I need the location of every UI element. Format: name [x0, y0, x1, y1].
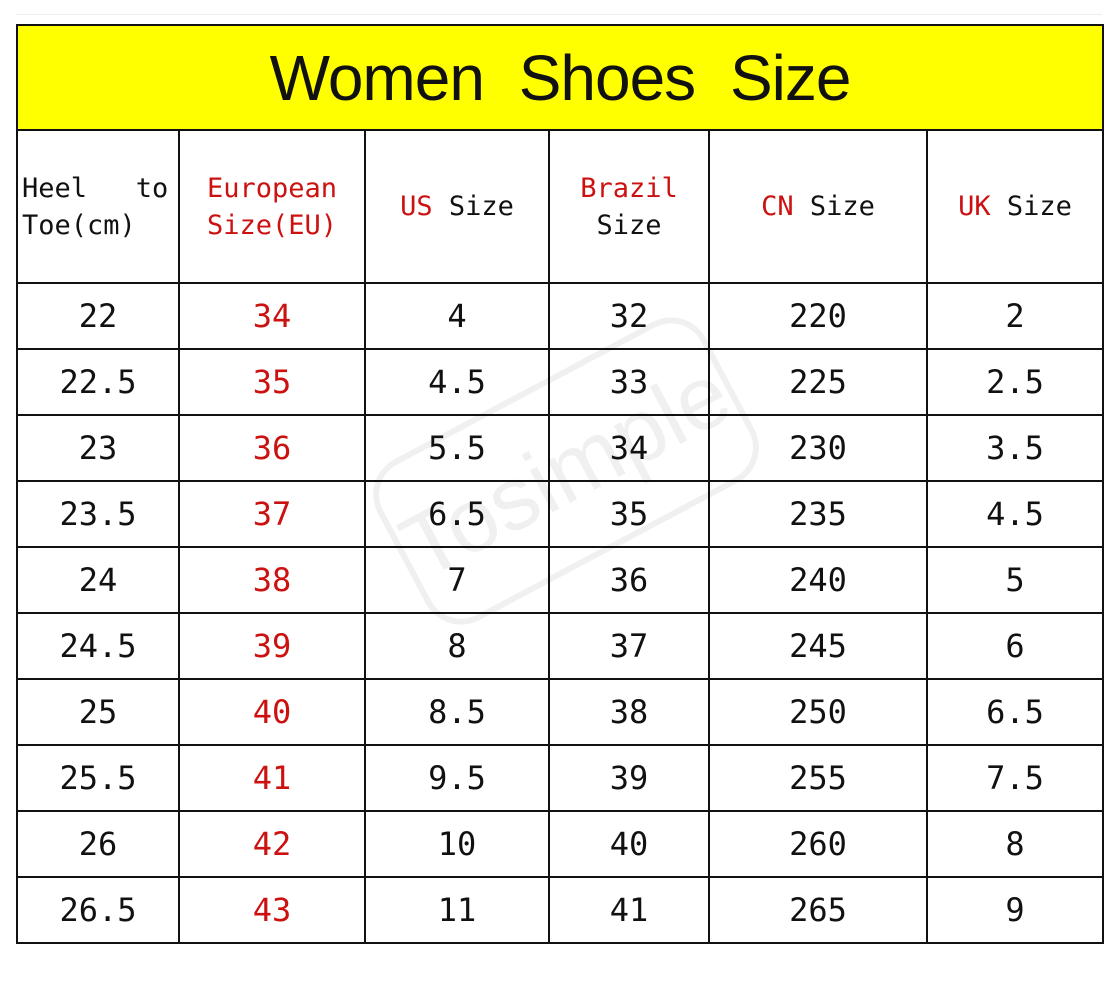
cell-us: 7 — [364, 546, 550, 614]
cell-us: 8.5 — [364, 678, 550, 746]
cell-us: 5.5 — [364, 414, 550, 482]
cell-uk: 6.5 — [926, 678, 1104, 746]
cell-uk: 3.5 — [926, 414, 1104, 482]
cell-heel-to-toe: 22 — [16, 282, 180, 350]
cell-cn: 255 — [708, 744, 928, 812]
sheet-gridline — [16, 14, 1102, 25]
cell-uk: 7.5 — [926, 744, 1104, 812]
header-cn-size: CN Size — [708, 129, 928, 284]
cell-uk: 5 — [926, 546, 1104, 614]
table-row: 25.5 41 9.5 39 255 7.5 — [16, 744, 1104, 812]
cell-eu: 34 — [178, 282, 366, 350]
cell-eu: 38 — [178, 546, 366, 614]
cell-heel-to-toe: 23 — [16, 414, 180, 482]
table-row: 25 40 8.5 38 250 6.5 — [16, 678, 1104, 746]
cell-uk: 6 — [926, 612, 1104, 680]
cell-heel-to-toe: 26.5 — [16, 876, 180, 944]
cell-eu: 37 — [178, 480, 366, 548]
table-row: 23 36 5.5 34 230 3.5 — [16, 414, 1104, 482]
cell-heel-to-toe: 23.5 — [16, 480, 180, 548]
cell-brazil: 41 — [548, 876, 710, 944]
cell-uk: 2.5 — [926, 348, 1104, 416]
cell-eu: 41 — [178, 744, 366, 812]
cell-brazil: 38 — [548, 678, 710, 746]
header-row: Heel to Toe(cm) European Size(EU) US Siz… — [16, 129, 1104, 284]
cell-brazil: 36 — [548, 546, 710, 614]
table-row: 24 38 7 36 240 5 — [16, 546, 1104, 614]
cell-heel-to-toe: 22.5 — [16, 348, 180, 416]
cell-cn: 265 — [708, 876, 928, 944]
cell-eu: 36 — [178, 414, 366, 482]
cell-brazil: 39 — [548, 744, 710, 812]
cell-us: 4.5 — [364, 348, 550, 416]
header-european-size: European Size(EU) — [178, 129, 366, 284]
cell-cn: 230 — [708, 414, 928, 482]
cell-cn: 245 — [708, 612, 928, 680]
cell-cn: 250 — [708, 678, 928, 746]
cell-eu: 35 — [178, 348, 366, 416]
chart-title: Women Shoes Size — [16, 24, 1104, 131]
cell-brazil: 32 — [548, 282, 710, 350]
cell-cn: 220 — [708, 282, 928, 350]
cell-brazil: 40 — [548, 810, 710, 878]
cell-us: 11 — [364, 876, 550, 944]
cell-uk: 4.5 — [926, 480, 1104, 548]
table-row: 22 34 4 32 220 2 — [16, 282, 1104, 350]
cell-cn: 235 — [708, 480, 928, 548]
cell-heel-to-toe: 24.5 — [16, 612, 180, 680]
cell-eu: 42 — [178, 810, 366, 878]
cell-eu: 39 — [178, 612, 366, 680]
cell-heel-to-toe: 24 — [16, 546, 180, 614]
table-row: 24.5 39 8 37 245 6 — [16, 612, 1104, 680]
cell-eu: 43 — [178, 876, 366, 944]
cell-cn: 260 — [708, 810, 928, 878]
cell-eu: 40 — [178, 678, 366, 746]
header-heel-to-toe: Heel to Toe(cm) — [16, 129, 180, 284]
cell-cn: 240 — [708, 546, 928, 614]
cell-brazil: 37 — [548, 612, 710, 680]
cell-us: 4 — [364, 282, 550, 350]
table-row: 22.5 35 4.5 33 225 2.5 — [16, 348, 1104, 416]
cell-us: 6.5 — [364, 480, 550, 548]
cell-heel-to-toe: 25.5 — [16, 744, 180, 812]
cell-uk: 2 — [926, 282, 1104, 350]
header-brazil-size: Brazil Size — [548, 129, 710, 284]
cell-uk: 9 — [926, 876, 1104, 944]
header-us-size: US Size — [364, 129, 550, 284]
cell-us: 9.5 — [364, 744, 550, 812]
cell-heel-to-toe: 26 — [16, 810, 180, 878]
cell-brazil: 33 — [548, 348, 710, 416]
cell-brazil: 35 — [548, 480, 710, 548]
cell-us: 8 — [364, 612, 550, 680]
header-uk-size: UK Size — [926, 129, 1104, 284]
cell-brazil: 34 — [548, 414, 710, 482]
table-row: 26.5 43 11 41 265 9 — [16, 876, 1104, 944]
cell-us: 10 — [364, 810, 550, 878]
size-chart-table: Women Shoes Size Heel to Toe(cm) Europea… — [16, 24, 1104, 944]
cell-heel-to-toe: 25 — [16, 678, 180, 746]
cell-cn: 225 — [708, 348, 928, 416]
table-row: 23.5 37 6.5 35 235 4.5 — [16, 480, 1104, 548]
cell-uk: 8 — [926, 810, 1104, 878]
table-row: 26 42 10 40 260 8 — [16, 810, 1104, 878]
